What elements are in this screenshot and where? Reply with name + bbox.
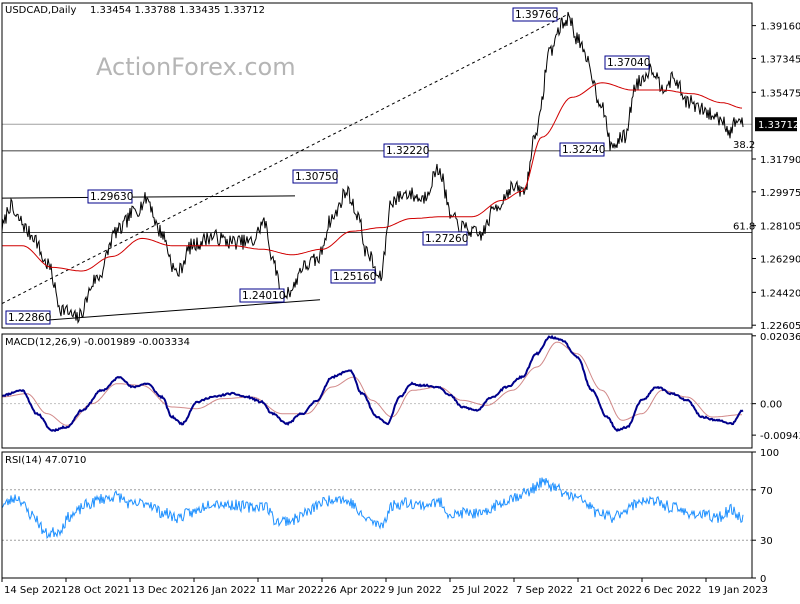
price-callout-box [559, 142, 605, 157]
price-y-tick-label: 1.24420 [760, 288, 800, 299]
fib-level-label: 38.2 [733, 140, 755, 151]
x-tick-label: 9 Jun 2022 [388, 585, 442, 596]
price-y-tick-label: 1.31790 [760, 155, 800, 166]
x-tick-label: 19 Jan 2023 [708, 585, 768, 596]
x-tick-label: 26 Apr 2022 [324, 585, 386, 596]
watermark-text: ActionForex.com [96, 53, 296, 81]
x-tick-label: 13 Dec 2021 [132, 585, 196, 596]
price-callout-label: 1.24010 [242, 290, 285, 302]
price-y-tick-label: 1.26290 [760, 255, 800, 266]
macd-signal-line [1, 341, 742, 426]
price-y-tick-label: 1.37345 [760, 54, 800, 65]
price-callout-label: 1.37040 [607, 57, 650, 69]
price-callout-label: 1.27260 [425, 233, 468, 245]
price-line [1, 11, 744, 324]
x-tick-label: 7 Sep 2022 [516, 585, 573, 596]
x-tick-label: 6 Dec 2022 [644, 585, 702, 596]
rsi-title: RSI(14) 47.0710 [5, 455, 86, 466]
price-callout-label: 1.29630 [90, 191, 133, 203]
x-tick-label: 14 Sep 2021 [4, 585, 67, 596]
price-callout-label: 1.39760 [515, 9, 558, 21]
price-callout-label: 1.25160 [333, 271, 376, 283]
price-pane-frame [1, 2, 753, 329]
macd-line [1, 334, 744, 433]
x-tick-label: 21 Oct 2022 [580, 585, 642, 596]
price-callout-box [512, 7, 558, 22]
price-callout-box [5, 310, 51, 325]
rsi-pane-frame [1, 451, 753, 579]
rsi-y-tick-label: 70 [760, 486, 773, 497]
macd-title: MACD(12,26,9) -0.001989 -0.003334 [5, 337, 190, 348]
price-callout-box [87, 189, 133, 204]
price-y-tick-label: 1.28105 [760, 222, 800, 233]
macd-pane-frame [1, 333, 753, 449]
price-callout-box [292, 169, 338, 184]
price-y-tick-label: 1.35475 [760, 88, 800, 99]
price-y-tick-label: 1.39160 [760, 22, 800, 33]
price-callout-box [604, 55, 650, 70]
price-callout-label: 1.30750 [295, 171, 338, 183]
macd-y-tick-label: 0.00 [760, 400, 782, 411]
dotted-channel-line [1, 14, 568, 305]
macd-y-tick-label: -0.009438 [760, 431, 800, 442]
rsi-y-tick-label: 0 [760, 574, 766, 585]
fib-level-label: 61.8 [733, 222, 755, 233]
price-callout-label: 1.22860 [8, 312, 51, 324]
resistance-trendline [1, 195, 296, 199]
x-tick-label: 11 Mar 2022 [260, 585, 323, 596]
ohlc-readout: 1.33454 1.33788 1.33435 1.33712 [90, 5, 265, 16]
x-tick-label: 28 Oct 2021 [68, 585, 130, 596]
price-callout-box [239, 288, 285, 303]
rsi-y-tick-label: 30 [760, 536, 773, 547]
price-callout-box [330, 269, 376, 284]
price-callout-label: 1.32240 [562, 144, 605, 156]
last-price-marker-label: 1.33712 [758, 120, 799, 131]
price-callout-box [383, 143, 429, 158]
price-y-tick-label: 1.29975 [760, 188, 800, 199]
last-price-marker [755, 117, 797, 132]
chart-symbol: USDCAD,Daily [5, 5, 76, 16]
price-callout-box [422, 231, 468, 246]
support-trendline [39, 299, 321, 322]
x-tick-label: 25 Jul 2022 [452, 585, 509, 596]
rsi-line [1, 477, 744, 539]
x-tick-label: 26 Jan 2022 [196, 585, 256, 596]
macd-y-tick-label: 0.02036 [760, 332, 800, 343]
rsi-y-tick-label: 100 [760, 448, 779, 459]
price-callout-label: 1.32220 [386, 145, 429, 157]
moving-average-line [2, 82, 743, 272]
price-y-tick-label: 1.22605 [760, 321, 800, 332]
